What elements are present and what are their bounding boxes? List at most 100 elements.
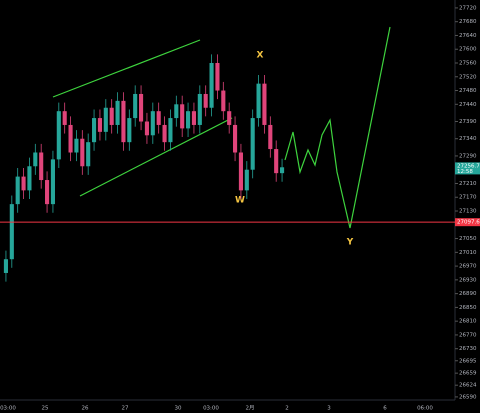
y-tick-label: 26730	[459, 346, 477, 352]
x-tick-label: 25	[42, 406, 49, 412]
candle-body	[103, 107, 108, 132]
candle-body	[121, 100, 126, 143]
candle-body	[62, 111, 67, 125]
level-label: 27097.6	[457, 220, 480, 226]
projection-path	[284, 26, 391, 229]
candle-body	[168, 118, 173, 143]
candle-body	[15, 176, 20, 205]
x-tick-label: 27	[122, 406, 129, 412]
countdown: 12:58	[457, 169, 473, 175]
candle-body	[3, 259, 8, 273]
x-tick-label: 3	[327, 406, 331, 412]
candle-body	[50, 159, 55, 205]
candle-body	[238, 152, 243, 191]
y-tick-label: 27600	[459, 47, 477, 53]
candle-body	[274, 149, 279, 174]
y-tick-label: 27210	[459, 181, 477, 187]
y-tick-label: 27290	[459, 153, 477, 159]
y-tick-label: 27480	[459, 88, 477, 94]
y-tick-label: 26850	[459, 305, 477, 311]
y-tick-label: 26890	[459, 291, 477, 297]
y-tick-label: 26590	[459, 394, 477, 400]
y-tick-label: 26930	[459, 277, 477, 283]
y-tick-label: 27680	[459, 19, 477, 25]
candle-body	[133, 93, 138, 119]
y-tick-label: 26810	[459, 319, 477, 325]
candle-body	[162, 124, 167, 143]
candle-body	[92, 118, 97, 143]
candle-body	[221, 90, 226, 112]
x-tick-label: 03:00	[203, 406, 219, 412]
candle-body	[80, 138, 85, 167]
candle-body	[244, 169, 249, 191]
x-tick-label: 6	[383, 406, 387, 412]
candle-body	[209, 62, 214, 108]
candle-body	[45, 180, 50, 205]
candle-body	[150, 111, 155, 136]
x-tick-label: 03:00	[0, 406, 16, 412]
candle-body	[97, 118, 102, 132]
x-tick-label: 30	[175, 406, 182, 412]
candle-body	[203, 93, 208, 108]
candle-body	[86, 142, 91, 167]
y-tick-label: 26970	[459, 264, 477, 270]
candle-body	[109, 107, 114, 125]
y-tick-label: 27130	[459, 209, 477, 215]
candle-body	[268, 124, 273, 150]
x-tick-label: 06:00	[417, 406, 433, 412]
candle-body	[9, 204, 14, 260]
candle-body	[180, 104, 185, 129]
candle-body	[39, 152, 44, 181]
channel-upper	[52, 39, 201, 98]
price-tag	[455, 162, 480, 175]
y-tick-label: 27010	[459, 250, 477, 256]
candle-body	[256, 83, 261, 119]
candle-body	[144, 121, 149, 136]
candle-body	[197, 93, 202, 125]
y-tick-label: 27720	[459, 5, 477, 11]
candle-body	[280, 167, 285, 174]
candle-body	[262, 83, 267, 125]
y-tick-label: 27560	[459, 60, 477, 66]
y-tick-label: 27390	[459, 119, 477, 125]
candle-body	[250, 118, 255, 170]
y-tick-label: 26770	[459, 332, 477, 338]
y-tick-label: 27340	[459, 136, 477, 142]
wave-label: Y	[346, 238, 354, 248]
wave-label: X	[257, 51, 264, 61]
price-label: 27256.7	[457, 163, 480, 169]
wave-label: W	[235, 196, 245, 206]
x-tick-label: 2	[285, 406, 289, 412]
y-tick-label: 26659	[459, 371, 477, 377]
x-tick-label: 2月	[246, 405, 255, 412]
candle-body	[56, 111, 61, 160]
candle-body	[186, 111, 191, 129]
candle-body	[227, 111, 232, 125]
x-tick-label: 26	[82, 406, 89, 412]
candle-body	[139, 93, 144, 122]
y-tick-label: 26624	[459, 383, 477, 389]
level-tag	[455, 218, 480, 227]
candle-body	[233, 124, 238, 153]
candle-body	[215, 62, 220, 91]
y-tick-label: 27170	[459, 195, 477, 201]
candle-body	[127, 118, 132, 143]
y-tick-label: 27640	[459, 33, 477, 39]
candle-body	[27, 166, 32, 191]
y-tick-label: 27520	[459, 74, 477, 80]
y-tick-label: 27440	[459, 102, 477, 108]
candle-body	[21, 176, 26, 191]
y-tick-label: 26695	[459, 358, 477, 364]
candle-body	[191, 111, 196, 125]
candle-body	[33, 152, 38, 167]
candle-body	[174, 104, 179, 119]
candle-body	[156, 111, 161, 125]
channel-lower	[79, 117, 233, 197]
y-tick-label: 27050	[459, 236, 477, 242]
candle-body	[68, 124, 73, 153]
candle-body	[115, 100, 120, 125]
candle-body	[74, 138, 79, 153]
drawings	[52, 26, 391, 229]
